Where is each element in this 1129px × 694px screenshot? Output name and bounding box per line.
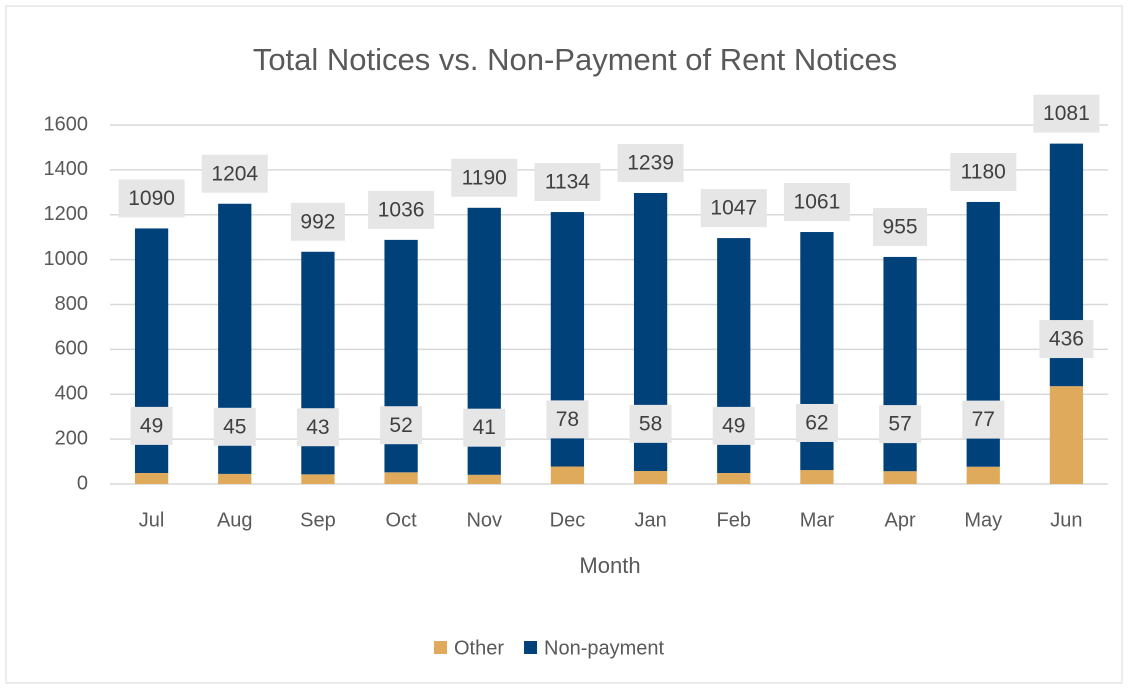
y-tick-label: 1200 — [44, 203, 89, 225]
data-label-box — [962, 400, 1005, 439]
x-tick-label: Jan — [634, 509, 666, 531]
data-label-box — [546, 400, 589, 439]
data-label-box — [130, 406, 173, 445]
data-label: 49 — [140, 414, 163, 437]
y-tick-label: 800 — [55, 293, 88, 315]
y-tick-label: 0 — [77, 472, 88, 494]
data-label-box — [368, 190, 435, 229]
data-label: 78 — [556, 408, 579, 431]
x-tick-label: Jun — [1050, 509, 1082, 531]
data-label: 1190 — [462, 166, 507, 189]
y-tick-label: 1600 — [44, 113, 89, 135]
data-label-box — [873, 207, 928, 246]
x-tick-label: May — [964, 509, 1002, 531]
data-label: 62 — [805, 412, 828, 435]
x-tick-label: Aug — [217, 509, 253, 531]
legend-swatch — [524, 641, 538, 654]
bar-segment — [134, 473, 169, 484]
bar-segment — [883, 471, 917, 484]
data-label: 1047 — [710, 197, 757, 220]
data-label-box — [1033, 94, 1100, 133]
data-label-box — [534, 163, 601, 202]
data-label-box — [201, 154, 268, 193]
data-label-box — [380, 406, 423, 445]
data-label-box — [296, 408, 339, 447]
bar-segment — [384, 472, 418, 484]
data-label: 57 — [888, 413, 911, 436]
x-tick-label: Apr — [885, 509, 916, 531]
legend-swatch — [434, 641, 447, 654]
data-label-box — [950, 152, 1017, 191]
data-label-box — [783, 183, 850, 222]
data-label-box — [795, 403, 838, 442]
data-label: 1239 — [627, 152, 674, 175]
x-tick-label: Jul — [139, 509, 165, 531]
data-label: 1081 — [1043, 102, 1090, 125]
data-label-box — [118, 179, 185, 218]
data-label-box — [451, 158, 518, 197]
bar-segment — [1049, 386, 1084, 484]
data-label: 43 — [306, 416, 329, 439]
data-label: 52 — [389, 414, 412, 437]
legend-label: Non-payment — [544, 637, 665, 659]
bar-segment — [301, 474, 335, 484]
data-label: 45 — [223, 415, 246, 438]
y-tick-label: 400 — [55, 383, 88, 405]
bar-segment — [717, 473, 751, 484]
data-label: 1134 — [545, 171, 590, 194]
data-label-box — [290, 202, 345, 241]
data-label: 1061 — [794, 191, 841, 214]
x-tick-label: Mar — [800, 509, 835, 531]
bar-segment — [550, 466, 585, 484]
data-label-box — [463, 408, 506, 447]
chart-title: Total Notices vs. Non-Payment of Rent No… — [253, 42, 897, 77]
y-tick-label: 1000 — [44, 248, 89, 270]
data-label: 1090 — [128, 187, 175, 210]
bar-segment — [633, 470, 668, 484]
data-label-box — [617, 143, 684, 182]
bar-segment — [218, 473, 252, 484]
data-label-box — [712, 406, 755, 445]
legend-label: Other — [454, 637, 504, 659]
y-tick-label: 200 — [55, 427, 88, 449]
bar-segment — [467, 474, 501, 484]
data-label: 49 — [722, 414, 745, 437]
x-tick-label: Oct — [386, 509, 418, 531]
bar-segment — [966, 466, 1000, 484]
data-label-box — [213, 407, 256, 446]
data-label: 41 — [473, 416, 496, 439]
data-label: 58 — [639, 412, 662, 435]
y-tick-label: 1400 — [44, 158, 89, 180]
data-label: 77 — [972, 408, 995, 431]
x-tick-label: Dec — [550, 509, 586, 531]
x-tick-label: Nov — [466, 509, 502, 531]
bar-segment — [800, 470, 834, 484]
data-label-box — [879, 405, 922, 444]
data-label-box — [629, 404, 672, 443]
y-tick-label: 600 — [55, 338, 88, 360]
data-label-box — [700, 189, 767, 228]
data-label: 1180 — [961, 161, 1006, 184]
data-label: 1204 — [211, 162, 258, 185]
data-label-box — [1039, 320, 1094, 359]
x-tick-label: Sep — [300, 509, 336, 531]
data-label: 955 — [883, 215, 918, 238]
data-label: 436 — [1049, 328, 1084, 351]
x-tick-label: Feb — [717, 509, 751, 531]
data-label: 992 — [300, 210, 335, 233]
x-axis-label: Month — [579, 553, 640, 578]
data-label: 1036 — [378, 198, 425, 221]
